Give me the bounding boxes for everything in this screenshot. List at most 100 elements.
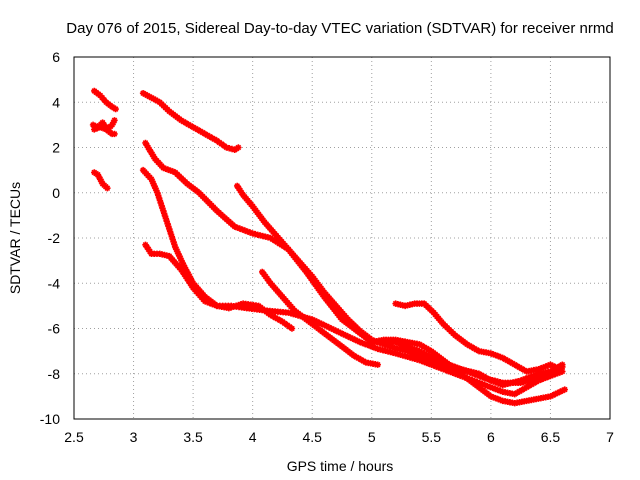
data-point	[169, 168, 177, 175]
data-point	[163, 217, 170, 225]
data-point	[404, 343, 411, 350]
data-point	[325, 324, 333, 331]
data-point	[323, 323, 330, 330]
tick-labels: 2.5 3 3.5 4 4.5 5 5.5 6 6.5 7 -10 -8 -6 -4 -2 0 2 4 6	[40, 49, 614, 445]
data-point	[552, 390, 559, 398]
data-point	[335, 328, 342, 336]
data-point	[159, 205, 166, 212]
data-point	[497, 387, 504, 395]
data-point	[527, 373, 535, 380]
data-point	[364, 341, 371, 349]
x-tick-label: 6.5	[541, 429, 561, 445]
data-point	[492, 394, 499, 402]
data-point	[549, 392, 557, 399]
data-point	[428, 353, 435, 360]
data-point	[239, 226, 246, 233]
data-point	[427, 356, 434, 364]
data-point	[432, 363, 440, 370]
data-point	[494, 395, 502, 403]
y-tick-label: 2	[52, 140, 60, 156]
data-point	[486, 383, 494, 391]
data-point	[156, 197, 164, 204]
data-point	[342, 332, 349, 339]
data-point	[172, 243, 179, 251]
data-point	[487, 350, 495, 357]
data-point	[542, 363, 549, 370]
data-point	[160, 207, 167, 215]
data-point	[361, 340, 369, 348]
data-point	[406, 348, 414, 356]
x-tick-label: 2.5	[64, 429, 84, 445]
data-point	[160, 210, 168, 217]
x-tick-label: 3	[130, 429, 138, 445]
data-point	[166, 228, 174, 235]
data-point	[313, 318, 321, 325]
data-point	[169, 236, 176, 243]
data-point	[383, 342, 391, 349]
y-axis-label: SDTVAR / TECUs	[7, 182, 23, 294]
chart-title: Day 076 of 2015, Sidereal Day-to-day VTE…	[66, 20, 613, 37]
data-point	[494, 380, 502, 387]
data-point	[99, 125, 107, 132]
data-point	[359, 339, 366, 347]
y-tick-label: -6	[48, 321, 61, 337]
x-tick-label: 5	[368, 429, 376, 445]
data-point	[559, 387, 566, 394]
series-arc-11	[368, 336, 568, 407]
data-point	[89, 121, 97, 129]
data-point	[432, 358, 439, 365]
data-point	[492, 379, 499, 386]
y-tick-label: 6	[52, 49, 60, 65]
data-point	[522, 375, 529, 382]
data-point	[540, 375, 547, 382]
data-point	[349, 335, 356, 342]
data-point	[356, 338, 364, 346]
x-tick-label: 7	[606, 429, 614, 445]
data-point	[435, 364, 442, 371]
data-point	[497, 380, 504, 388]
data-point	[97, 123, 104, 131]
data-point	[489, 384, 496, 392]
data-point	[423, 351, 430, 358]
data-point	[211, 301, 218, 309]
data-point	[422, 354, 429, 362]
data-point	[154, 189, 161, 196]
data-point	[494, 386, 501, 394]
data-point	[547, 393, 554, 400]
data-point	[416, 347, 423, 355]
series-arc-12	[392, 300, 564, 375]
data-point	[537, 365, 545, 372]
data-point	[414, 351, 421, 359]
data-point	[309, 316, 316, 323]
y-tick-label: -8	[48, 366, 61, 382]
data-point	[344, 333, 352, 340]
data-point	[430, 362, 437, 369]
data-point	[440, 366, 447, 373]
data-point	[487, 377, 495, 384]
data-point	[494, 352, 502, 360]
data-point	[544, 362, 552, 369]
data-point	[171, 241, 178, 248]
data-point	[556, 388, 564, 396]
data-point	[235, 144, 242, 151]
data-point	[208, 300, 216, 308]
data-point	[490, 351, 497, 358]
data-point	[406, 344, 414, 351]
data-point	[476, 379, 484, 387]
data-point	[409, 345, 416, 352]
data-point	[549, 362, 557, 370]
data-point	[179, 259, 186, 267]
data-point	[491, 385, 499, 393]
y-tick-label: -4	[48, 275, 61, 291]
data-point	[381, 341, 388, 348]
x-tick-label: 4	[249, 429, 257, 445]
data-point	[161, 212, 169, 220]
data-point	[423, 359, 430, 367]
data-point	[366, 342, 374, 350]
data-point	[162, 165, 169, 172]
data-point	[174, 248, 181, 255]
data-point	[158, 202, 165, 209]
data-point	[371, 344, 379, 352]
data-point	[91, 126, 98, 133]
data-point	[425, 352, 433, 359]
